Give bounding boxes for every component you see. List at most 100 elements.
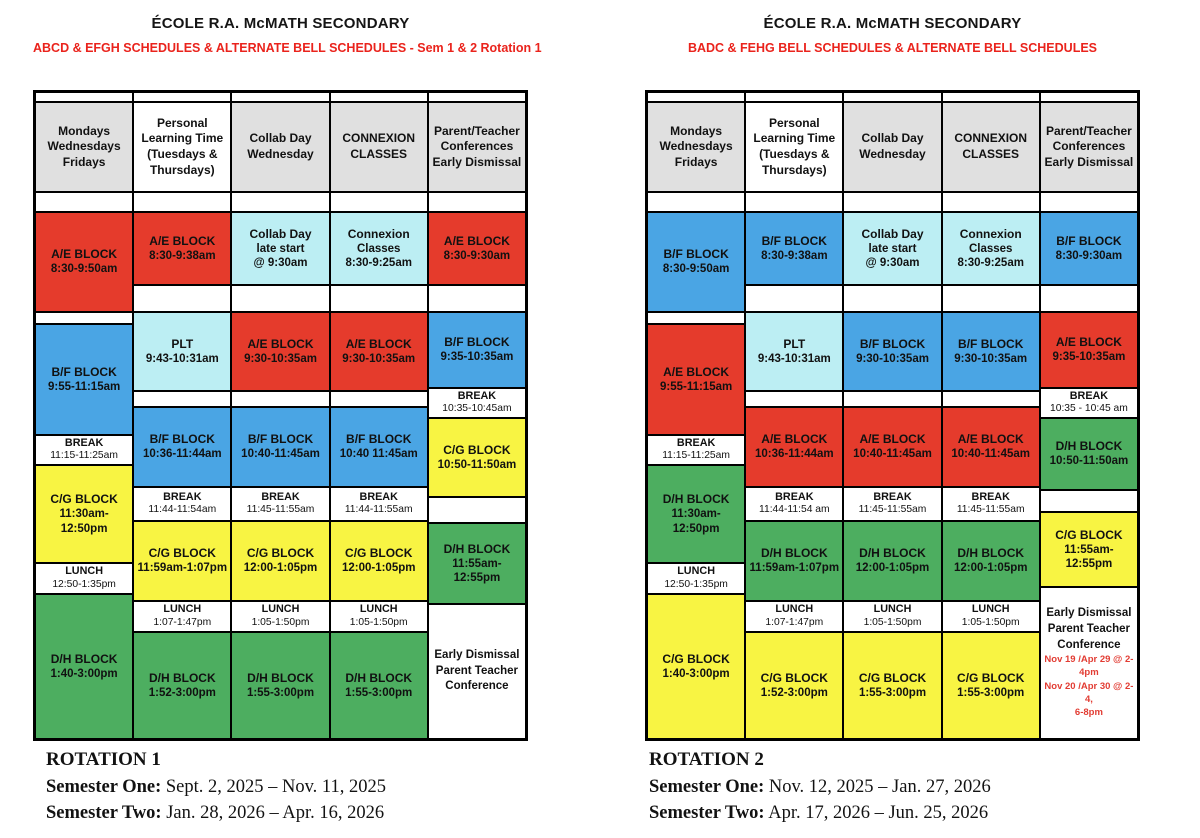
spacer-row — [1039, 490, 1139, 512]
cell-text: A/E BLOCK — [957, 432, 1024, 447]
block-cell: B/F BLOCK 10:36-11:44am — [133, 407, 232, 487]
block-cell: B/F BLOCK 8:30-9:30am — [1039, 212, 1139, 285]
cell-text: 10:40-11:45am — [951, 448, 1031, 461]
schedule-column-collab-day-wednesday: Collab Day Wednesday Collab Day late start @… — [231, 92, 330, 739]
spacer-row — [1039, 92, 1139, 102]
schedule-column-personal-learning-time: Personal Learning Time (Tuesdays & Thursday… — [745, 92, 844, 739]
cell-text: LUNCH — [775, 603, 814, 616]
break-cell: BREAK 11:44-11:54 am — [745, 487, 844, 521]
school-title: ÉCOLE R.A. McMATH SECONDARY — [151, 15, 410, 32]
column-header: Personal Learning Time (Tuesdays & Thursday… — [745, 102, 844, 192]
cell-text: Parent Teacher — [1047, 623, 1131, 635]
block-cell: D/H BLOCK 1:55-3:00pm — [329, 632, 428, 739]
semester-one-label: Semester One: — [46, 777, 162, 797]
block-cell: A/E BLOCK 9:55-11:15am — [647, 324, 746, 435]
lunch-cell: LUNCH 12:50-1:35pm — [35, 563, 134, 594]
block-cell: PLT 9:43-10:31am — [133, 312, 232, 391]
cell-text: B/F BLOCK — [1056, 233, 1122, 248]
block-cell: D/H BLOCK 11:59am-1:07pm — [745, 521, 844, 601]
block-cell: B/F BLOCK 9:30-10:35am — [843, 312, 942, 391]
column-header: CONNEXION CLASSES — [329, 102, 428, 192]
block-cell: PLT 9:43-10:31am — [745, 312, 844, 391]
spacer-row — [427, 192, 527, 212]
column-header: Mondays Wednesdays Fridays — [35, 102, 134, 192]
cell-text: D/H BLOCK — [957, 546, 1025, 561]
cell-text: 11:45-11:55am — [246, 504, 315, 516]
cell-text: 11:44-11:54am — [148, 504, 217, 516]
cell-text: C/G BLOCK — [443, 442, 511, 457]
cell-text: A/E BLOCK — [761, 432, 828, 447]
cell-text: BREAK — [457, 389, 497, 402]
block-cell: D/H BLOCK 12:00-1:05pm — [843, 521, 942, 601]
cell-text: Early Dismissal — [1044, 154, 1134, 169]
spacer-row — [231, 285, 330, 312]
spacer-row — [231, 92, 330, 102]
lunch-cell: LUNCH 1:07-1:47pm — [745, 601, 844, 632]
cell-text: 1:07-1:47pm — [765, 616, 824, 628]
cell-text: 12:00-1:05pm — [243, 562, 318, 575]
cell-text: D/H BLOCK — [443, 541, 511, 556]
break-cell: BREAK 10:35-10:45am — [427, 388, 527, 418]
cell-text: D/H BLOCK — [345, 670, 413, 685]
break-cell: BREAK 11:44-11:54am — [133, 487, 232, 521]
semester-one-label: Semester One: — [649, 777, 765, 797]
spacer-row — [941, 285, 1040, 312]
block-cell: D/H BLOCK 1:40-3:00pm — [35, 594, 134, 739]
block-cell: A/E BLOCK 10:40-11:45am — [941, 407, 1040, 487]
cell-text: 9:30-10:35am — [856, 352, 929, 365]
cell-text: BREAK — [971, 490, 1010, 503]
cell-text: PLT — [171, 336, 194, 351]
spacer-row — [329, 192, 428, 212]
block-cell: B/F BLOCK 9:35-10:35am — [427, 312, 527, 388]
semester-two-range: Jan. 28, 2026 – Apr. 16, 2026 — [161, 802, 385, 823]
block-cell: A/E BLOCK 8:30-9:30am — [427, 212, 527, 285]
cell-text: Conferences — [1052, 139, 1126, 154]
block-cell: A/E BLOCK 8:30-9:50am — [35, 212, 134, 312]
cell-text: A/E BLOCK — [345, 336, 412, 351]
cell-text: 9:43-10:31am — [145, 352, 219, 365]
block-cell: B/F BLOCK 9:30-10:35am — [941, 312, 1040, 391]
spacer-row — [133, 192, 232, 212]
schedule-column-connexion-classes: CONNEXION CLASSES Connexion Classes 8:30-9:2… — [941, 92, 1040, 739]
cell-text: 8:30-9:38am — [149, 249, 216, 262]
semester-one-dates: Semester One: Nov. 12, 2025 – Jan. 27, 2… — [649, 775, 991, 800]
semester-one-range: Nov. 12, 2025 – Jan. 27, 2026 — [764, 777, 991, 797]
cell-text: LUNCH — [65, 565, 103, 578]
block-cell: C/G BLOCK 1:55-3:00pm — [941, 632, 1040, 739]
cell-text: B/F BLOCK — [149, 432, 215, 447]
conference-date-text: Nov 20 /Apr 30 @ 2-4, — [1044, 680, 1134, 705]
column-header: Parent/Teacher Conferences Early Dismissal — [1039, 102, 1139, 192]
block-cell: C/G BLOCK 12:00-1:05pm — [329, 521, 428, 601]
cell-text: Parent/Teacher — [1046, 123, 1132, 138]
spacer-row — [745, 192, 844, 212]
semester-two-dates: Semester Two: Apr. 17, 2026 – Jun. 25, 2… — [649, 801, 991, 826]
cell-text: B/F BLOCK — [958, 336, 1024, 351]
block-cell: A/E BLOCK 10:36-11:44am — [745, 407, 844, 487]
cell-text: CONNEXION — [342, 131, 416, 146]
cell-text: Collab Day — [861, 131, 924, 146]
cell-text: 11:44-11:55am — [344, 504, 413, 516]
spacer-row — [647, 312, 746, 324]
rotation-1-panel: ÉCOLE R.A. McMATH SECONDARY ABCD & EFGH … — [33, 0, 542, 838]
column-header: Parent/Teacher Conferences Early Dismissal — [427, 102, 527, 192]
cell-text: 11:30am-12:50pm — [59, 508, 109, 535]
cell-text: D/H BLOCK — [50, 651, 118, 666]
cell-text: 11:15-11:25am — [50, 450, 118, 462]
cell-text: Conference — [1057, 638, 1121, 651]
block-cell: B/F BLOCK 10:40-11:45am — [231, 407, 330, 487]
schedule-column-connexion-classes: CONNEXION CLASSES Connexion Classes 8:30-9:2… — [329, 92, 428, 739]
break-cell: BREAK 11:45-11:55am — [231, 487, 330, 521]
semester-one-dates: Semester One: Sept. 2, 2025 – Nov. 11, 2… — [46, 775, 386, 800]
cell-text: Collab Day — [861, 226, 924, 241]
spacer-row — [35, 192, 134, 212]
spacer-row — [329, 92, 428, 102]
break-cell: BREAK 11:15-11:25am — [647, 435, 746, 465]
cell-text: 12:00-1:05pm — [953, 562, 1028, 575]
cell-text: B/F BLOCK — [51, 364, 117, 379]
cell-text: Thursdays) — [761, 162, 827, 177]
cell-text: late start — [256, 242, 305, 255]
cell-text: Parent/Teacher — [434, 123, 520, 138]
cell-text: Personal — [768, 115, 820, 130]
cell-text: Learning Time — [753, 131, 836, 146]
cell-text: B/F BLOCK — [859, 336, 926, 351]
